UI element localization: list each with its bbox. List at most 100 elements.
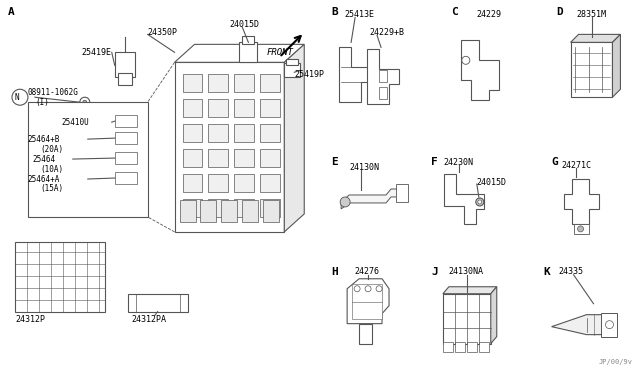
Text: 24229: 24229 [477,10,502,19]
Text: FRONT: FRONT [266,48,293,57]
Text: 24015D: 24015D [477,177,507,186]
Text: F: F [431,157,438,167]
Circle shape [478,200,482,204]
Text: D: D [557,7,563,17]
Bar [260,74,280,92]
Circle shape [365,286,371,292]
Bar [28,102,148,217]
Text: N: N [15,93,19,102]
Text: 25410U: 25410U [62,118,90,126]
Bar [352,284,382,319]
Bar [15,242,105,312]
Bar [239,42,257,62]
Bar [182,99,202,117]
Bar [455,341,465,352]
Bar [209,199,228,217]
Bar [379,87,387,99]
Bar [571,42,612,97]
Bar [182,174,202,192]
Circle shape [340,197,350,207]
Text: H: H [331,267,338,277]
Circle shape [462,56,470,64]
Polygon shape [552,315,609,335]
Text: 25419E: 25419E [82,48,112,57]
Bar [115,152,137,164]
Polygon shape [571,34,620,42]
Text: 24335: 24335 [559,267,584,276]
Text: 08911-1062G: 08911-1062G [28,88,79,97]
Bar [221,200,237,222]
Text: C: C [451,7,458,17]
Text: 28351M: 28351M [577,10,607,19]
Bar [602,313,618,337]
Circle shape [605,321,614,328]
Bar [180,200,195,222]
Text: 25464+B: 25464+B [28,135,60,144]
Bar [115,132,137,144]
Text: 24312PA: 24312PA [132,315,166,324]
Text: A: A [8,7,15,17]
Bar [260,124,280,142]
Bar [234,199,254,217]
Text: J: J [431,267,438,277]
Bar [284,63,300,77]
Bar [128,294,188,312]
Text: B: B [331,7,338,17]
Text: G: G [552,157,558,167]
Bar [209,124,228,142]
Bar [209,174,228,192]
Bar [234,124,254,142]
Bar [243,200,259,222]
Text: 24130NA: 24130NA [449,267,484,276]
Bar [182,74,202,92]
Polygon shape [347,279,389,324]
Text: 24229+B: 24229+B [369,28,404,37]
Polygon shape [564,179,598,224]
Polygon shape [612,34,620,97]
Bar [573,224,589,234]
Bar [260,149,280,167]
Circle shape [83,100,87,104]
Bar [443,294,491,344]
Polygon shape [367,49,399,104]
Text: 24230N: 24230N [444,158,474,167]
Circle shape [577,226,584,232]
Text: (I): (I) [35,98,49,107]
Bar [209,149,228,167]
Bar [260,199,280,217]
Text: 25413E: 25413E [344,10,374,19]
Bar [379,70,387,82]
Text: (10A): (10A) [40,164,63,174]
Text: 24350P: 24350P [148,28,178,37]
Polygon shape [359,324,372,344]
Bar [263,200,279,222]
Text: 25464+A: 25464+A [28,174,60,183]
Polygon shape [443,287,497,294]
Bar [286,59,298,65]
Text: (15A): (15A) [40,185,63,193]
Polygon shape [339,47,371,102]
Polygon shape [284,44,304,232]
Bar [396,184,408,202]
Bar [234,174,254,192]
Text: E: E [331,157,338,167]
Polygon shape [461,41,499,100]
Polygon shape [175,44,304,62]
Bar [182,199,202,217]
Bar [234,74,254,92]
Bar [200,200,216,222]
Bar [467,341,477,352]
Bar [118,73,132,85]
Bar [479,341,489,352]
Text: 24271C: 24271C [561,161,591,170]
Circle shape [80,97,90,107]
Text: 25464: 25464 [33,155,56,164]
Bar [115,172,137,184]
Bar [182,124,202,142]
Bar [175,62,284,232]
Text: 25419P: 25419P [294,70,324,79]
Bar [182,149,202,167]
Text: 24312P: 24312P [15,315,45,324]
Text: 24130N: 24130N [349,163,379,171]
Bar [115,115,137,127]
